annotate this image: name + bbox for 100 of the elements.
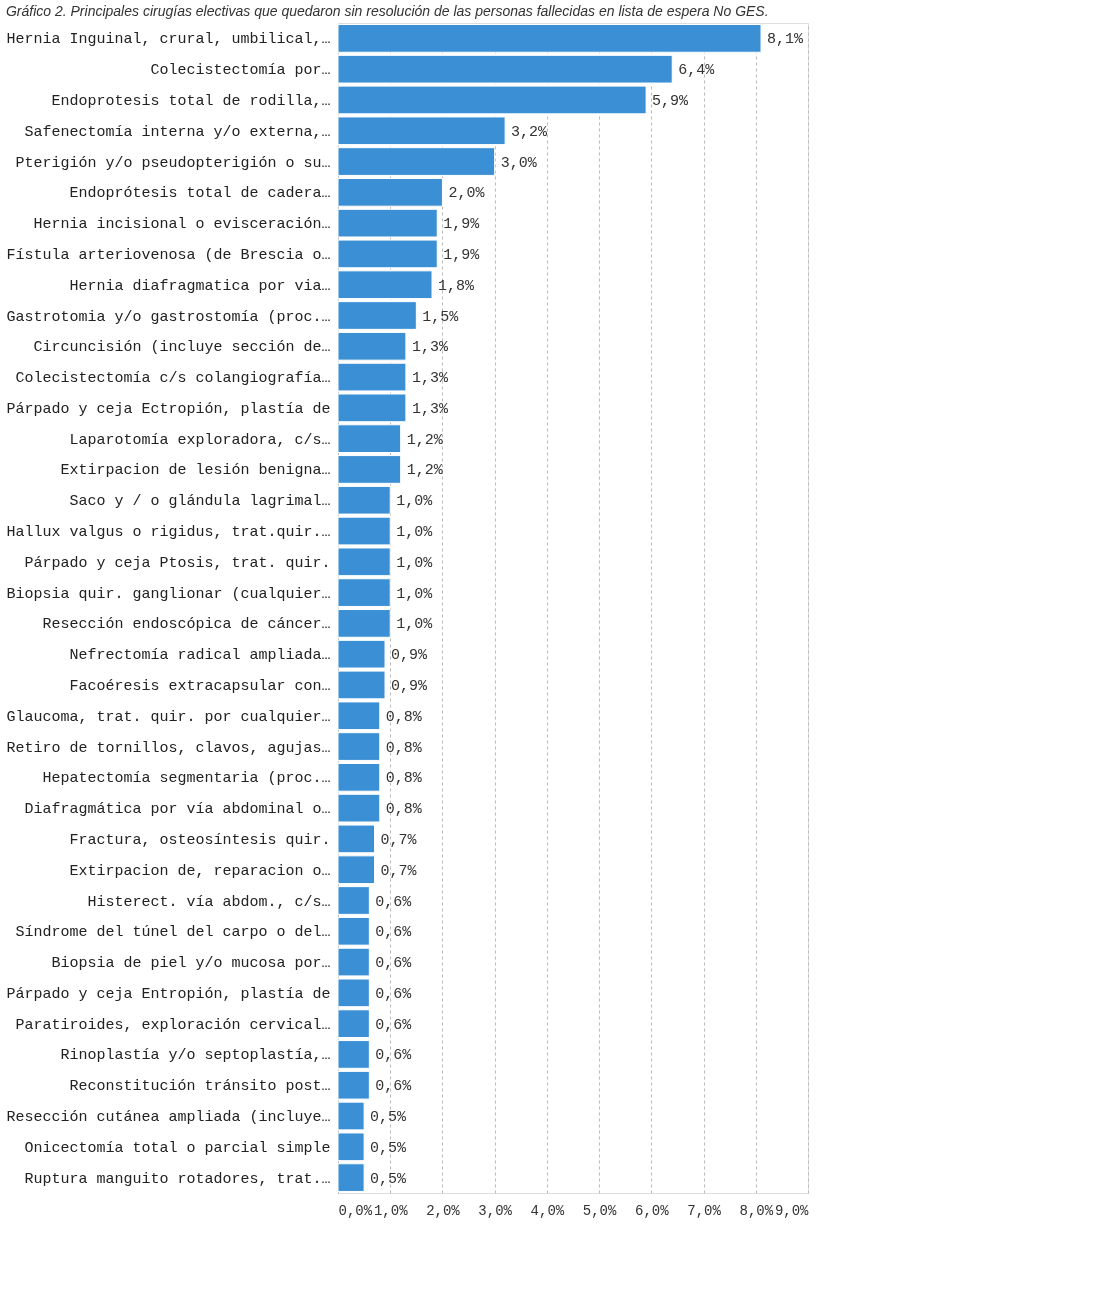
x-tick-label: 3,0%: [478, 1202, 513, 1219]
data-label: 0,7%: [380, 831, 418, 849]
bar: [337, 1163, 365, 1192]
data-label: 1,3%: [411, 370, 449, 388]
y-tick-label: Fístula arteriovenosa (de Brescia o…: [6, 246, 331, 264]
x-tick-label: 5,0%: [582, 1202, 618, 1219]
y-tick-label: Glaucoma, trat. quir. por cualquier…: [6, 708, 331, 726]
bar: [337, 455, 402, 484]
data-label: 6,4%: [678, 62, 716, 80]
x-tick-label: 2,0%: [426, 1202, 461, 1219]
y-tick-label: Laparotomía exploradora, c/s…: [69, 431, 331, 449]
y-tick-label: Retiro de tornillos, clavos, agujas…: [6, 739, 331, 757]
y-tick-label: Diafragmática por vía abdominal o…: [24, 801, 331, 819]
chart-title: Gráfico 2. Principales cirugías electivas que quedaron sin resolución de las personas fallecidas en lista de espera No GES.: [5, 3, 769, 19]
y-tick-label: Síndrome del túnel del carpo o del…: [15, 924, 331, 942]
data-label: 2,0%: [448, 185, 486, 203]
bar: [337, 886, 370, 915]
bar: [337, 485, 391, 515]
y-tick-label: Histerect. vía abdom., c/s…: [87, 893, 331, 911]
y-tick-label: Gastrotomia y/o gastrostomía (proc.…: [6, 308, 331, 326]
y-tick-label: Colecistectomía c/s colangiografía…: [15, 370, 331, 388]
x-tick-label: 7,0%: [687, 1202, 722, 1219]
y-tick-label: Saco y / o glándula lagrimal…: [69, 493, 331, 511]
data-label: 1,5%: [422, 308, 460, 326]
y-tick-label: Extirpacion de lesión benigna…: [60, 462, 331, 480]
data-label: 0,6%: [375, 924, 413, 942]
y-tick-label: Hernia diafragmatica por via…: [69, 277, 331, 295]
bar: [337, 732, 381, 761]
y-tick-label: Hepatectomía segmentaria (proc.…: [42, 770, 331, 788]
y-tick-label: Biopsia quir. ganglionar (cualquier…: [6, 585, 331, 603]
data-label: 1,8%: [438, 277, 475, 295]
data-label: 0,6%: [375, 955, 413, 973]
data-label: 0,9%: [391, 677, 428, 695]
bar: [337, 916, 370, 946]
y-tick-label: Circuncisión (incluye sección de…: [33, 339, 331, 357]
x-tick-label: 0,0%: [338, 1202, 373, 1219]
y-tick-label: Párpado y ceja Ectropión, plastía de: [6, 400, 331, 418]
y-tick-label: Extirpacion de, reparacion o…: [69, 862, 331, 880]
y-tick-label: Ruptura manguito rotadores, trat.…: [24, 1170, 331, 1188]
data-label: 0,6%: [375, 985, 413, 1003]
bar: [337, 578, 391, 607]
bar: [337, 301, 417, 330]
x-tick-label: 6,0%: [635, 1202, 670, 1219]
y-tick-label: Colecistectomía por…: [150, 62, 331, 80]
y-tick-label: Rinoplastía y/o septoplastía,…: [60, 1047, 331, 1065]
data-label: 1,9%: [443, 246, 481, 264]
data-label: 0,8%: [385, 708, 423, 726]
x-tick-label: 9,0%: [774, 1202, 810, 1219]
y-tick-label: Párpado y ceja Ptosis, trat. quir.: [24, 554, 331, 572]
data-label: 0,5%: [370, 1170, 408, 1188]
data-label: 0,5%: [370, 1139, 408, 1157]
data-label: 1,0%: [396, 616, 434, 634]
data-label: 1,0%: [396, 524, 434, 542]
data-label: 0,8%: [385, 770, 423, 788]
y-tick-label: Fractura, osteosíntesis quir.: [69, 831, 331, 849]
data-label: 0,8%: [385, 801, 423, 819]
bar: [337, 116, 506, 146]
data-label: 0,6%: [375, 893, 413, 911]
y-tick-label: Párpado y ceja Entropión, plastía de: [6, 985, 331, 1003]
y-tick-label: Endoprótesis total de cadera…: [69, 185, 331, 203]
y-tick-label: Hallux valgus o rigidus, trat.quir.…: [6, 524, 331, 542]
bar: [337, 1009, 370, 1039]
bar: [337, 147, 496, 176]
bar: [337, 24, 762, 53]
x-tick-label: 1,0%: [373, 1202, 409, 1219]
data-label: 1,9%: [443, 216, 481, 234]
y-tick-label: Reconstitución tránsito post…: [69, 1078, 331, 1096]
y-tick-label: Facoéresis extracapsular con…: [69, 677, 331, 695]
y-tick-label: Hernia incisional o evisceración…: [33, 216, 331, 234]
data-label: 0,6%: [375, 1078, 413, 1096]
data-label: 3,2%: [511, 123, 549, 141]
data-label: 1,2%: [406, 462, 444, 480]
x-tick-label: 4,0%: [530, 1202, 565, 1219]
data-label: 1,3%: [411, 400, 449, 418]
data-label: 0,6%: [375, 1047, 413, 1065]
bar: [337, 762, 381, 792]
y-tick-label: Resección cutánea ampliada (incluye…: [6, 1109, 331, 1127]
data-label: 1,0%: [396, 493, 434, 511]
y-tick-label: Onicectomía total o parcial simple: [24, 1139, 331, 1157]
y-tick-label: Safenectomía interna y/o externa,…: [24, 123, 331, 141]
data-label: 0,8%: [385, 739, 423, 757]
bar: [337, 331, 407, 361]
bar: [337, 270, 433, 300]
data-label: 1,3%: [411, 339, 449, 357]
bar: [337, 855, 376, 885]
data-label: 0,9%: [391, 647, 428, 665]
data-label: 8,1%: [767, 31, 804, 49]
bar: [337, 177, 443, 207]
data-label: 0,5%: [370, 1109, 408, 1127]
y-tick-label: Resección endoscópica de cáncer…: [42, 616, 331, 634]
x-tick-label: 8,0%: [739, 1202, 774, 1219]
bar: [337, 701, 381, 731]
y-tick-label: Biopsia de piel y/o mucosa por…: [51, 955, 331, 973]
data-label: 1,2%: [406, 431, 444, 449]
y-tick-label: Pterigión y/o pseudopterigión o su…: [15, 154, 331, 172]
data-label: 5,9%: [652, 92, 690, 110]
y-tick-label: Hernia Inguinal, crural, umbilical,…: [6, 31, 331, 49]
bar: [337, 609, 391, 638]
data-label: 0,7%: [380, 862, 418, 880]
y-tick-label: Paratiroides, exploración cervical…: [15, 1016, 331, 1034]
